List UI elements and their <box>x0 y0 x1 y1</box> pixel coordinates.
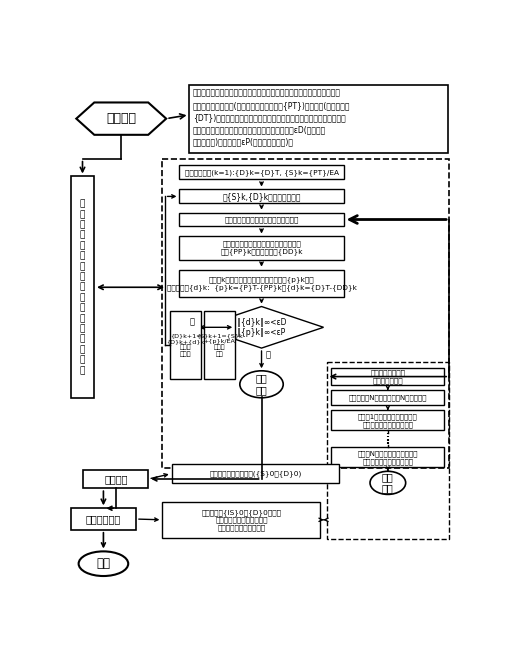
Bar <box>179 213 344 227</box>
Bar <box>179 189 344 203</box>
Bar <box>172 464 339 483</box>
Text: 状态确定: 状态确定 <box>104 474 128 484</box>
Bar <box>162 502 321 538</box>
Text: {D}k+1=
{D}k+{d}k
补偿节
点坐标: {D}k+1= {D}k+{d}k 补偿节 点坐标 <box>167 333 205 357</box>
Bar <box>327 362 449 539</box>
Text: 结束: 结束 <box>96 557 111 571</box>
Bar <box>179 165 344 179</box>
Text: 分析准备: 分析准备 <box>106 112 136 125</box>
Bar <box>331 411 444 430</box>
Bar <box>71 508 136 530</box>
Text: 获取该次施工进程完成后的各预应力拉索
索力{PP}k和各节点坐标{DD}k: 获取该次施工进程完成后的各预应力拉索 索力{PP}k和各节点坐标{DD}k <box>220 241 303 255</box>
Text: 否: 否 <box>189 318 194 326</box>
Bar <box>179 270 344 297</box>
Polygon shape <box>199 307 324 348</box>
Bar <box>331 390 444 405</box>
Text: 放样态赋初值(k=1):{D}k={D}T, {S}k={PT}/EA: 放样态赋初值(k=1):{D}k={D}T, {S}k={PT}/EA <box>184 169 338 176</box>
Text: 计算
结果: 计算 结果 <box>382 472 394 494</box>
Text: 激活第N阶段单元，施加相应荷
载，进行非线性有限元计算: 激活第N阶段单元，施加相应荷 载，进行非线性有限元计算 <box>358 451 418 464</box>
Ellipse shape <box>370 472 406 495</box>
Text: 按施工划分N个施工阶段（N个荷载步）: 按施工划分N个施工阶段（N个荷载步） <box>348 394 427 401</box>
Bar <box>204 311 235 379</box>
Polygon shape <box>76 102 166 135</box>
Text: {S}k+1={S}k
+{p}k/EA
补偿初
应变: {S}k+1={S}k +{p}k/EA 补偿初 应变 <box>196 333 243 357</box>
Text: 依据索杆梁系结构的设计图纸和方案说明，明确索杆梁系结构的设计态，
包括设计态的「力」(各拉索的预应力设计值{PT})和「形」(各节点坐标
{DT})，设计态的荷: 依据索杆梁系结构的设计图纸和方案说明，明确索杆梁系结构的设计态， 包括设计态的「… <box>192 88 350 146</box>
Text: 考
虑
施
工
过
程
影
响
的
形
态
分
析
迭
代
分
析: 考 虑 施 工 过 程 影 响 的 形 态 分 析 迭 代 分 析 <box>80 200 85 375</box>
Bar <box>162 159 449 468</box>
Bar <box>170 311 201 379</box>
Text: 以迭代结果{IS}0，{D}0建立结
构整体模型，考虑施工过程
仿真的非线性有限元计算: 以迭代结果{IS}0，{D}0建立结 构整体模型，考虑施工过程 仿真的非线性有限… <box>201 509 281 531</box>
Bar <box>331 447 444 468</box>
Bar <box>189 84 448 153</box>
Ellipse shape <box>240 371 283 398</box>
Text: 施工参数提取: 施工参数提取 <box>86 514 121 524</box>
Text: 计算第k次迭代分析结果的拉索索力调整{p}k和节
点坐标误差{d}k:  {p}k={P}T-{PP}k，{d}k={D}T-{DD}k: 计算第k次迭代分析结果的拉索索力调整{p}k和节 点坐标误差{d}k: {p}k… <box>167 276 357 291</box>
Bar <box>179 236 344 259</box>
Bar <box>71 176 94 398</box>
Text: ‖{d}k‖∞<εD
‖{p}k‖∞<εP: ‖{d}k‖∞<εD ‖{p}k‖∞<εP <box>237 318 286 337</box>
Text: 迭代
结束: 迭代 结束 <box>256 373 268 395</box>
Bar <box>331 368 444 385</box>
Ellipse shape <box>79 552 128 576</box>
Text: 是: 是 <box>266 350 271 360</box>
Text: 以{S}k,{D}k建立有限元模型: 以{S}k,{D}k建立有限元模型 <box>222 192 301 201</box>
Text: 激活第1阶段单元，施加相应荷
载，进行非线性有限元计算: 激活第1阶段单元，施加相应荷 载，进行非线性有限元计算 <box>358 413 418 428</box>
Text: 建立结构整体模型
包系死所有单元: 建立结构整体模型 包系死所有单元 <box>370 369 406 384</box>
Text: 考虑施工过程仿真的非线性有限元计算: 考虑施工过程仿真的非线性有限元计算 <box>224 216 299 223</box>
Bar <box>83 470 148 488</box>
Text: 获得迭代结果一放样态({S}0，{D}0): 获得迭代结果一放样态({S}0，{D}0) <box>209 470 301 477</box>
